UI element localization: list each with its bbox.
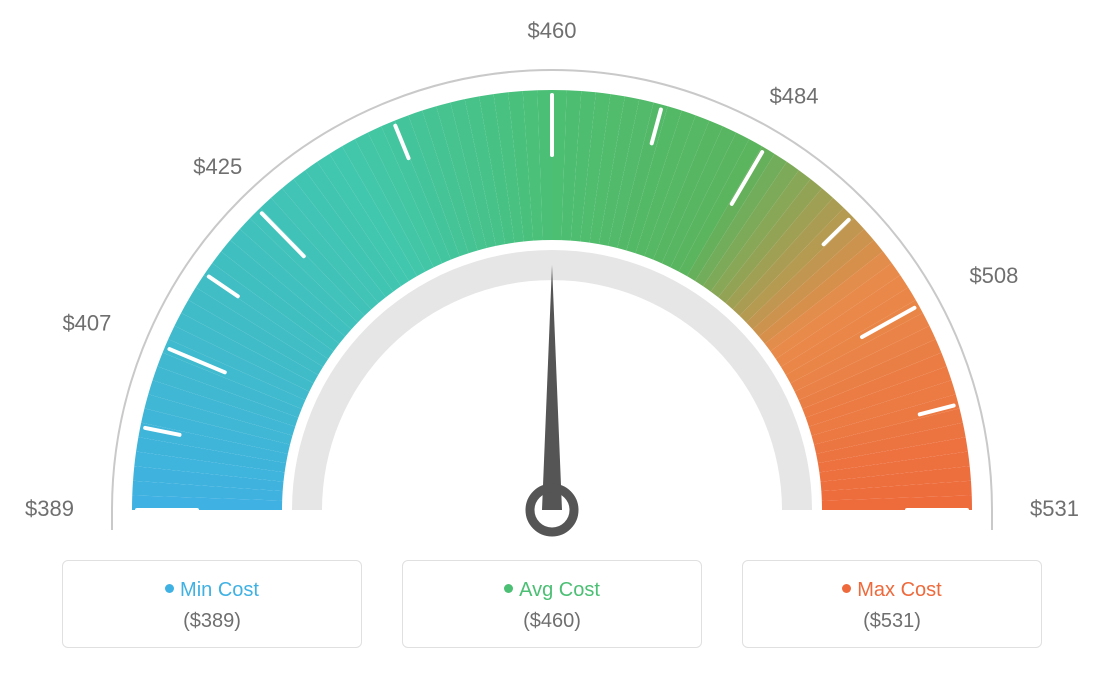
legend-value-max: ($531) [753,610,1031,633]
legend-value-min: ($389) [73,610,351,633]
gauge-chart: $389 $407 $425 $460 $484 $508 $531 [0,0,1104,560]
svg-text:$508: $508 [969,263,1018,288]
svg-text:$460: $460 [528,18,577,43]
legend-label-avg: Avg Cost [519,579,600,601]
legend-dot-max [842,584,851,593]
legend-dot-min [165,584,174,593]
gauge-svg: $389 $407 $425 $460 $484 $508 $531 [0,0,1104,560]
legend-row: Min Cost ($389) Avg Cost ($460) Max Cost… [0,560,1104,648]
legend-dot-avg [504,584,513,593]
legend-title-min: Min Cost [73,579,351,602]
legend-value-avg: ($460) [413,610,691,633]
svg-text:$389: $389 [25,496,74,521]
svg-text:$407: $407 [62,310,111,335]
legend-label-max: Max Cost [857,579,941,601]
svg-text:$484: $484 [770,84,819,109]
legend-title-max: Max Cost [753,579,1031,602]
legend-card-max: Max Cost ($531) [742,560,1042,648]
legend-label-min: Min Cost [180,579,259,601]
svg-text:$531: $531 [1030,496,1079,521]
svg-text:$425: $425 [193,154,242,179]
legend-card-avg: Avg Cost ($460) [402,560,702,648]
legend-title-avg: Avg Cost [413,579,691,602]
legend-card-min: Min Cost ($389) [62,560,362,648]
